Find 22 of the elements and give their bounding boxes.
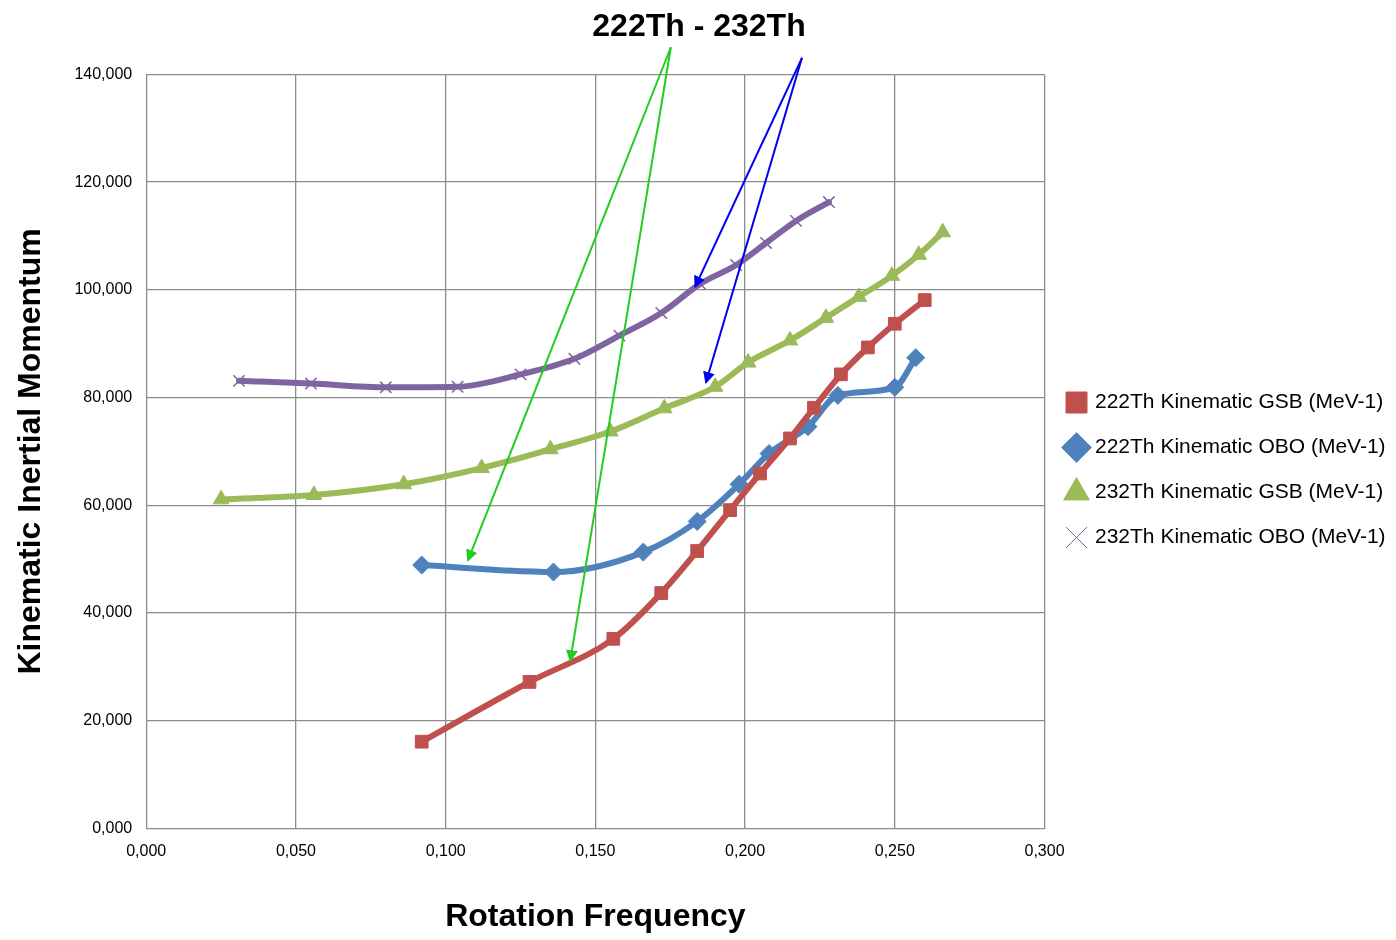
x-tick-label: 0,000 xyxy=(126,842,167,860)
y-tick-label: 60,000 xyxy=(83,495,133,513)
y-tick-label: 140,000 xyxy=(74,64,133,82)
legend-label: 222Th Kinematic OBO (MeV-1) xyxy=(1095,434,1386,458)
x-tick-label: 0,150 xyxy=(575,842,616,860)
x-tick-label: 0,100 xyxy=(425,842,466,860)
legend-label: 222Th Kinematic GSB (MeV-1) xyxy=(1095,389,1384,413)
y-tick-label: 100,000 xyxy=(74,280,133,298)
x-tick-label: 0,050 xyxy=(275,842,317,860)
y-axis-title: Kinematic Inertial Momentum xyxy=(11,228,48,675)
x-tick-label: 0,250 xyxy=(874,842,915,860)
x-axis-title: Rotation Frequency xyxy=(445,896,746,933)
x-tick-label: 0,200 xyxy=(725,842,766,860)
legend-label: 232Th Kinematic GSB (MeV-1) xyxy=(1095,479,1384,503)
y-tick-label: 40,000 xyxy=(83,603,133,621)
chart-title: 222Th - 232Th xyxy=(592,7,806,44)
y-tick-label: 20,000 xyxy=(83,711,133,729)
y-tick-label: 0,000 xyxy=(92,818,133,836)
x-tick-label: 0,300 xyxy=(1024,842,1065,860)
legend-label: 232Th Kinematic OBO (MeV-1) xyxy=(1095,524,1386,548)
y-tick-label: 80,000 xyxy=(83,387,133,405)
y-tick-label: 120,000 xyxy=(74,172,133,190)
